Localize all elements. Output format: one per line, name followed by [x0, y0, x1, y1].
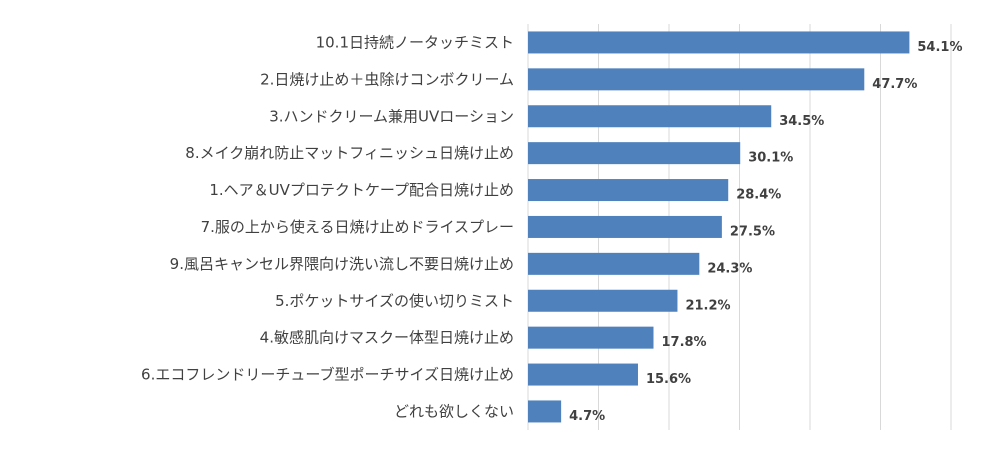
category-label: 8.メイク崩れ防止マットフィニッシュ日焼け止め — [185, 144, 514, 162]
value-label: 34.5% — [779, 114, 824, 129]
bar — [528, 215, 722, 238]
category-label: 10.1日持続ノータッチミスト — [316, 33, 514, 51]
value-label: 28.4% — [736, 188, 781, 203]
bar — [528, 31, 910, 54]
category-label: どれも欲しくない — [394, 402, 514, 420]
category-label: 9.風呂キャンセル界隈向け洗い流し不要日焼け止め — [170, 255, 514, 273]
category-label: 3.ハンドクリーム兼用UVローション — [269, 107, 514, 125]
bar — [528, 142, 741, 165]
category-label: 4.敏感肌向けマスクー体型日焼け止め — [260, 329, 514, 347]
category-label: 6.エコフレンドリーチューブ型ポーチサイズ日焼け止め — [141, 366, 514, 384]
category-label: 7.服の上から使える日焼け止めドライスプレー — [201, 218, 514, 236]
bar — [528, 400, 562, 423]
value-label: 21.2% — [685, 298, 730, 313]
bars — [528, 31, 910, 423]
gridlines — [527, 24, 952, 430]
value-labels: 54.1% 47.7% 34.5% 30.1% 28.4% 27.5% 24.3% 21.2%… — [569, 40, 962, 424]
category-label: 2.日焼け止め＋虫除けコンボクリーム — [260, 70, 514, 88]
value-label: 27.5% — [730, 224, 775, 239]
bar — [528, 289, 678, 312]
category-label: 1.ヘア＆UVプロテクトケープ配合日焼け止め — [209, 181, 514, 199]
value-label: 47.7% — [872, 77, 917, 92]
value-label: 17.8% — [661, 335, 706, 350]
bar — [528, 68, 865, 91]
bar — [528, 105, 772, 128]
category-label: 5.ポケットサイズの使い切りミスト — [275, 292, 514, 310]
value-label: 30.1% — [748, 151, 793, 166]
bar — [528, 326, 654, 349]
bar — [528, 179, 729, 202]
value-label: 24.3% — [707, 261, 752, 276]
value-label: 54.1% — [917, 40, 962, 55]
value-label: 15.6% — [646, 372, 691, 387]
bar — [528, 363, 638, 386]
value-label: 4.7% — [569, 409, 605, 424]
category-labels: 10.1日持続ノータッチミスト 2.日焼け止め＋虫除けコンボクリーム 3.ハンドクリ… — [141, 33, 514, 420]
bar — [528, 252, 700, 275]
